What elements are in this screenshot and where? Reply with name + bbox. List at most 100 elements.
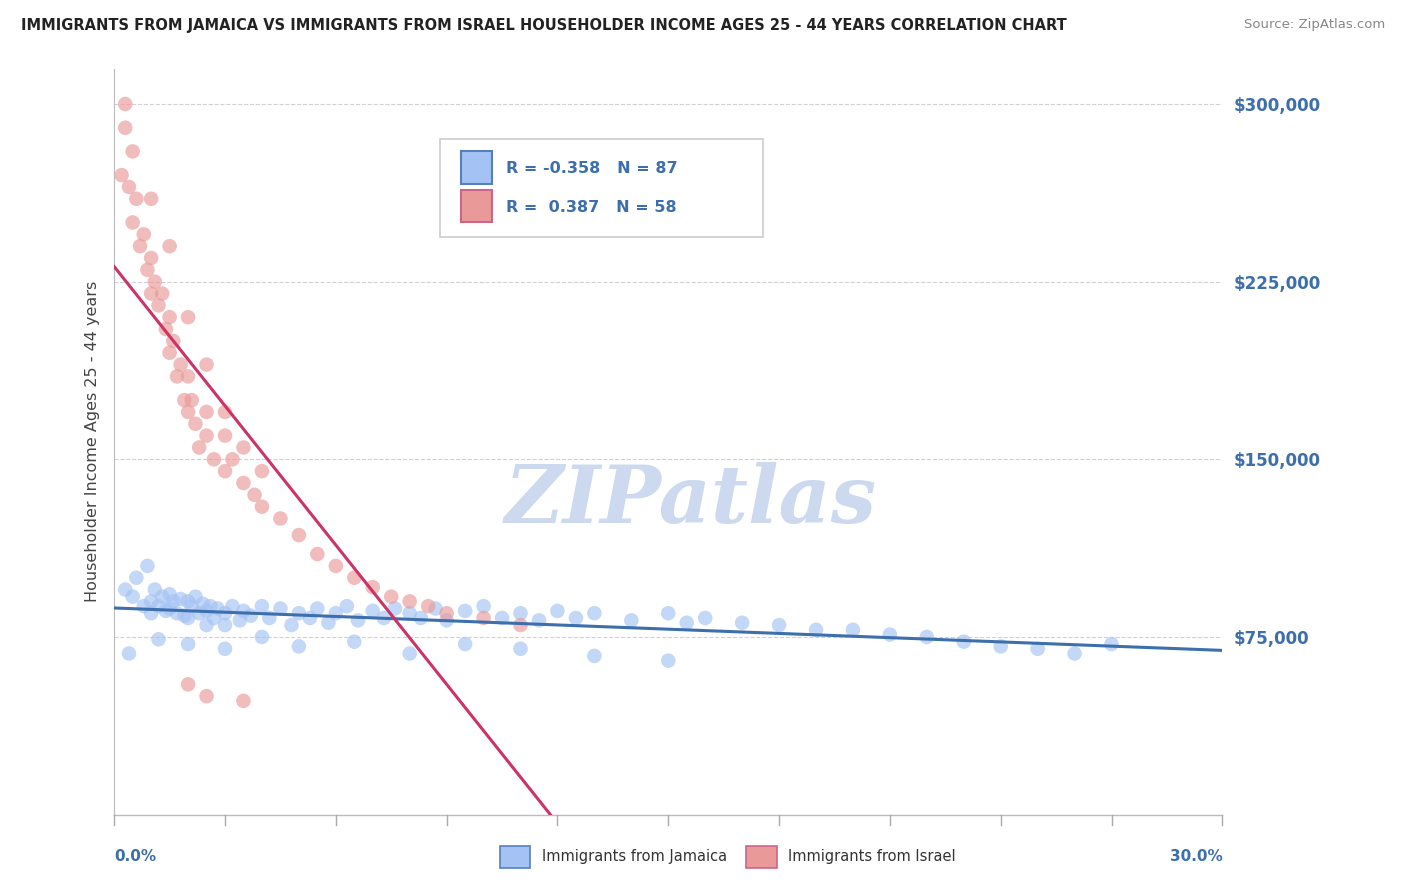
Point — [288, 606, 311, 620]
Point — [229, 613, 252, 627]
Point — [184, 417, 207, 431]
Point — [114, 97, 136, 112]
Point — [361, 580, 384, 594]
Point — [221, 452, 243, 467]
Point — [143, 582, 166, 597]
Point — [129, 239, 152, 253]
Point — [166, 606, 188, 620]
Point — [239, 608, 262, 623]
Point — [768, 618, 790, 632]
Point — [695, 611, 717, 625]
Point — [148, 599, 170, 614]
Point — [409, 611, 432, 625]
Point — [170, 358, 193, 372]
Point — [121, 590, 143, 604]
Point — [731, 615, 754, 630]
Point — [177, 369, 200, 384]
Point — [318, 615, 340, 630]
Point — [118, 647, 141, 661]
Point — [307, 601, 329, 615]
Point — [177, 405, 200, 419]
Point — [546, 604, 568, 618]
Point — [298, 611, 321, 625]
Point — [136, 558, 159, 573]
Point — [472, 599, 495, 614]
Point — [527, 613, 550, 627]
Point — [509, 641, 531, 656]
Text: ZIPatlas: ZIPatlas — [505, 462, 876, 540]
Point — [343, 571, 366, 585]
Point — [155, 322, 177, 336]
Text: Immigrants from Jamaica: Immigrants from Jamaica — [541, 849, 727, 863]
Point — [125, 571, 148, 585]
Point — [454, 604, 477, 618]
Point — [418, 599, 440, 614]
Point — [202, 452, 225, 467]
Point — [620, 613, 643, 627]
Point — [191, 597, 214, 611]
Point — [269, 511, 291, 525]
Point — [472, 611, 495, 625]
Point — [361, 604, 384, 618]
Point — [565, 611, 588, 625]
Point — [195, 358, 218, 372]
Text: R =  0.387   N = 58: R = 0.387 N = 58 — [506, 200, 676, 215]
Point — [343, 634, 366, 648]
Text: 30.0%: 30.0% — [1170, 849, 1222, 863]
Point — [195, 689, 218, 703]
Point — [288, 528, 311, 542]
Text: IMMIGRANTS FROM JAMAICA VS IMMIGRANTS FROM ISRAEL HOUSEHOLDER INCOME AGES 25 - 4: IMMIGRANTS FROM JAMAICA VS IMMIGRANTS FR… — [21, 18, 1067, 33]
Point — [121, 145, 143, 159]
Point — [214, 464, 236, 478]
Point — [232, 694, 254, 708]
Point — [139, 594, 162, 608]
Point — [398, 647, 420, 661]
Point — [232, 441, 254, 455]
Point — [250, 464, 273, 478]
Point — [136, 263, 159, 277]
Point — [398, 606, 420, 620]
Point — [425, 601, 447, 615]
Point — [139, 286, 162, 301]
Point — [307, 547, 329, 561]
Point — [336, 599, 359, 614]
Point — [1101, 637, 1123, 651]
Point — [162, 334, 184, 348]
Point — [250, 500, 273, 514]
Point — [288, 640, 311, 654]
Point — [232, 475, 254, 490]
Point — [657, 606, 679, 620]
Point — [177, 310, 200, 325]
Text: Source: ZipAtlas.com: Source: ZipAtlas.com — [1244, 18, 1385, 31]
Point — [139, 192, 162, 206]
Point — [195, 604, 218, 618]
Point — [114, 582, 136, 597]
Point — [509, 606, 531, 620]
Text: 0.0%: 0.0% — [114, 849, 156, 863]
Point — [915, 630, 938, 644]
Point — [207, 601, 229, 615]
Point — [173, 393, 195, 408]
Point — [159, 239, 181, 253]
Point — [143, 275, 166, 289]
Point — [232, 604, 254, 618]
Point — [159, 345, 181, 359]
Point — [454, 637, 477, 651]
Point — [373, 611, 395, 625]
Point — [657, 654, 679, 668]
Point — [214, 641, 236, 656]
Point — [675, 615, 697, 630]
Point — [184, 590, 207, 604]
Point — [195, 428, 218, 442]
Point — [132, 599, 155, 614]
Point — [121, 215, 143, 229]
Point — [125, 192, 148, 206]
Point — [259, 611, 281, 625]
Point — [162, 594, 184, 608]
Point — [155, 604, 177, 618]
Point — [804, 623, 827, 637]
Point — [380, 590, 402, 604]
Point — [214, 606, 236, 620]
Point — [436, 606, 458, 620]
Point — [398, 594, 420, 608]
